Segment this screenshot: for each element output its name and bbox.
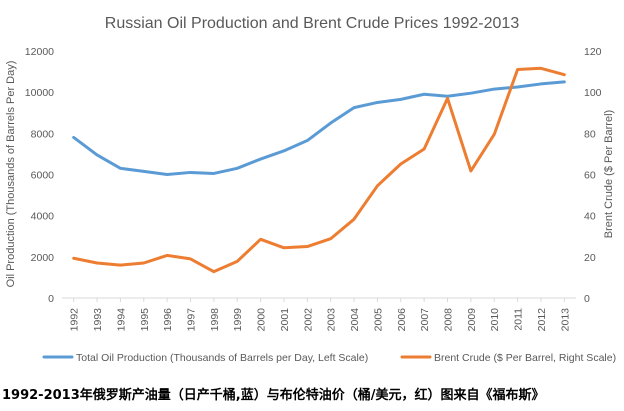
legend: Total Oil Production (Thousands of Barre…: [42, 352, 616, 364]
x-tick-label: 1999: [232, 308, 244, 332]
y-axis-right-title: Brent Crude ($ Per Barrel): [603, 110, 615, 238]
legend-label-oil-production: Total Oil Production (Thousands of Barre…: [76, 352, 368, 364]
x-tick-label: 2010: [489, 308, 501, 332]
x-tick-label: 1998: [209, 308, 221, 332]
legend-label-brent-crude: Brent Crude ($ Per Barrel, Right Scale): [434, 352, 616, 364]
x-tick-label: 1993: [92, 308, 104, 332]
series-line-oil-production: [72, 80, 566, 176]
y-left-tick-label: 10000: [25, 87, 54, 99]
y-right-tick-label: 100: [584, 87, 602, 99]
y-left-tick-label: 6000: [31, 170, 55, 182]
chart-title: Russian Oil Production and Brent Crude P…: [105, 15, 520, 32]
x-tick-label: 1996: [162, 308, 174, 332]
x-tick-label: 2012: [536, 308, 548, 332]
x-tick-label: 2004: [349, 308, 361, 332]
x-tick-label: 1997: [186, 308, 198, 332]
x-tick-label: 2006: [396, 308, 408, 332]
y-right-tick-label: 40: [584, 211, 596, 223]
y-right-tick-label: 80: [584, 128, 596, 140]
figure-caption: 1992-2013年俄罗斯产油量（日产千桶,蓝）与布伦特油价（桶/美元，红）图来…: [2, 388, 545, 403]
y-right-tick-label: 20: [584, 252, 596, 264]
x-tick-label: 2008: [443, 308, 455, 332]
y-axis-right-ticks: 0 20 40 60 80 100 120: [584, 46, 602, 305]
y-left-tick-label: 0: [48, 293, 54, 305]
x-tick-label: 2001: [279, 308, 291, 332]
x-tick-label: 2009: [466, 308, 478, 332]
y-right-tick-label: 0: [584, 293, 590, 305]
x-tick-label: 2005: [372, 308, 384, 332]
x-tick-label: 2013: [559, 308, 571, 332]
chart: Russian Oil Production and Brent Crude P…: [5, 15, 616, 364]
x-axis-ticks: 1992 1993 1994 1995 1996 1997 1998 1999 2000 2001…: [69, 298, 571, 332]
x-tick-label: 2002: [302, 308, 314, 332]
y-axis-left-ticks: 0 2000 4000 6000 8000 10000 12000: [25, 46, 54, 305]
x-tick-label: 2003: [326, 308, 338, 332]
y-left-tick-label: 2000: [31, 252, 55, 264]
x-tick-label: 2007: [419, 308, 431, 332]
y-axis-left-title: Oil Production (Thousands of Barrels Per…: [5, 61, 17, 288]
y-right-tick-label: 120: [584, 46, 602, 58]
y-left-tick-label: 4000: [31, 211, 55, 223]
series-layer: [72, 66, 566, 274]
x-tick-label: 1994: [115, 308, 127, 332]
x-tick-label: 1995: [139, 308, 151, 332]
y-right-tick-label: 60: [584, 170, 596, 182]
series-line-brent-crude: [72, 66, 566, 274]
x-tick-label: 2011: [513, 308, 525, 331]
y-left-tick-label: 8000: [31, 128, 55, 140]
x-tick-label: 1992: [69, 308, 81, 332]
y-left-tick-label: 12000: [25, 46, 54, 58]
x-tick-label: 2000: [256, 308, 268, 332]
